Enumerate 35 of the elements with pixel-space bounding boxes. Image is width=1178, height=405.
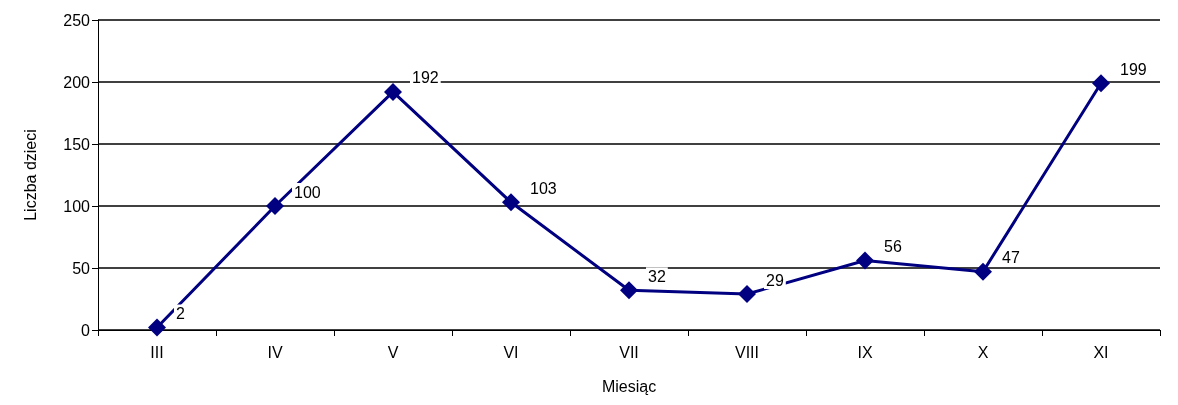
data-label: 32 <box>648 267 666 285</box>
data-label: 100 <box>294 183 321 201</box>
point <box>974 262 992 281</box>
data-label: 29 <box>766 271 784 289</box>
y-tick-label: 150 <box>63 135 91 153</box>
point <box>266 197 284 215</box>
point <box>856 251 874 270</box>
point <box>502 193 520 212</box>
data-label: 56 <box>884 238 902 256</box>
y-tick-label: 50 <box>72 259 91 277</box>
x-tick-label: XI <box>1093 343 1109 361</box>
data-label: 192 <box>412 69 439 87</box>
point <box>384 82 402 101</box>
x-axis-title: Miesiąc <box>601 377 657 395</box>
point <box>148 318 166 337</box>
point <box>620 281 638 300</box>
y-tick-label: 0 <box>81 321 91 339</box>
point <box>738 285 756 304</box>
y-tick-label: 200 <box>63 73 91 91</box>
y-tick-label: 100 <box>63 197 91 215</box>
data-label: 199 <box>1120 60 1147 78</box>
data-label: 47 <box>1002 249 1020 267</box>
y-axis-title: Liczba dzieci <box>21 129 39 221</box>
x-tick-label: IX <box>857 343 873 361</box>
x-tick-label: X <box>977 343 989 361</box>
data-label: 2 <box>176 305 185 323</box>
y-tick-label: 250 <box>63 11 91 29</box>
x-tick-label: IV <box>267 343 283 361</box>
x-tick-label: VII <box>619 343 639 361</box>
data-label: 103 <box>530 179 557 197</box>
x-tick-label: VI <box>503 343 519 361</box>
x-tick-label: VIII <box>734 343 760 361</box>
point <box>1092 74 1110 93</box>
x-tick-label: III <box>150 343 164 361</box>
x-tick-label: V <box>387 343 399 361</box>
